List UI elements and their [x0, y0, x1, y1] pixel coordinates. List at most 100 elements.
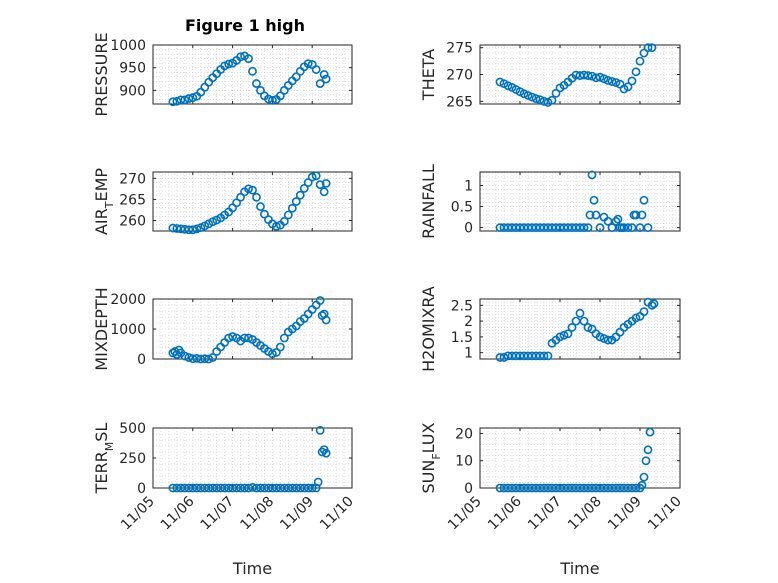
- data-point: [244, 54, 253, 64]
- y-tick-label: 0.5: [451, 200, 473, 216]
- subplot-2: 265 270 275 THETA: [419, 41, 681, 110]
- data-point: [495, 353, 505, 362]
- data-point: [603, 76, 613, 85]
- data-point: [244, 184, 253, 194]
- data-point: [311, 171, 321, 181]
- data-point: [315, 180, 325, 190]
- data-point: [527, 92, 537, 102]
- data-point: [315, 79, 325, 88]
- data-point: [567, 323, 577, 332]
- data-point: [180, 95, 190, 105]
- data-point: [539, 96, 549, 106]
- data-point: [176, 224, 186, 234]
- data-point: [637, 210, 647, 220]
- subplot-8: 0 10 20 11/05 11/06 11/07 11/08 11/09 11/10 Time S…: [419, 422, 685, 578]
- y-tick-label: 20: [455, 426, 473, 442]
- data-point: [313, 477, 323, 487]
- data-point: [589, 195, 599, 205]
- data-point: [499, 353, 509, 362]
- data-point: [299, 184, 309, 193]
- data-point: [248, 482, 257, 492]
- data-point: [579, 223, 589, 233]
- data-point: [583, 323, 593, 332]
- data-point: [319, 187, 329, 197]
- data-point: [643, 43, 653, 53]
- x-tick-label: 11/07: [198, 494, 238, 534]
- y-tick-label: 10: [455, 454, 473, 470]
- data-point: [613, 214, 623, 224]
- y-tick-label: 265: [446, 94, 473, 110]
- plot-background: [480, 172, 680, 231]
- axes-frame: [152, 44, 353, 105]
- data-point: [579, 316, 589, 326]
- data-point: [260, 209, 269, 219]
- data-point: [575, 308, 585, 318]
- x-tick-label: 11/10: [645, 494, 685, 534]
- data-point: [543, 351, 553, 361]
- y-tick-label: 0: [137, 481, 146, 497]
- data-point: [176, 95, 186, 105]
- x-tick-label: 11/06: [485, 493, 525, 533]
- x-tick-label: 11/08: [237, 494, 277, 534]
- data-point: [623, 223, 633, 233]
- data-point: [591, 210, 601, 220]
- data-point: [647, 43, 657, 53]
- y-tick-label: 265: [119, 192, 146, 208]
- data-point: [607, 77, 617, 86]
- data-point: [172, 96, 182, 106]
- data-point: [279, 333, 289, 343]
- data-point: [595, 223, 605, 233]
- data-point: [188, 93, 198, 103]
- data-point: [172, 224, 182, 233]
- data-point: [275, 342, 285, 352]
- data-point: [172, 350, 182, 359]
- y-tick-label: 1000: [110, 38, 146, 54]
- data-point: [539, 351, 549, 361]
- data-point: [637, 480, 647, 490]
- data-point: [611, 78, 621, 87]
- data-point: [603, 335, 613, 345]
- subplot-7: 0 250 500 11/05 11/06 11/07 11/08 11/09 11/10 Tim…: [92, 421, 357, 578]
- data-point: [523, 91, 533, 100]
- data-point: [188, 225, 198, 235]
- data-point: [631, 313, 641, 323]
- data-point: [291, 197, 301, 206]
- y-tick-label: 1000: [110, 322, 146, 338]
- y-tick-label: 2000: [110, 292, 146, 308]
- data-point: [319, 70, 329, 79]
- data-point: [563, 329, 573, 339]
- y-axis-label: MIXDEPTH: [92, 287, 111, 370]
- y-tick-label: 275: [446, 41, 473, 57]
- y-axis-label: H2OMIXRA: [419, 286, 438, 372]
- subplot-6: 11.522.5 H2OMIXRA: [419, 286, 681, 372]
- y-tick-label: 1: [464, 346, 473, 362]
- data-point: [184, 94, 194, 103]
- x-tick-label: 11/07: [525, 494, 565, 534]
- data-point: [583, 223, 593, 233]
- data-point: [317, 447, 327, 457]
- data-point: [321, 178, 331, 188]
- data-point: [283, 210, 293, 220]
- data-point: [631, 67, 641, 77]
- y-tick-label: 270: [446, 68, 473, 84]
- y-axis-label: PRESSURE: [92, 32, 111, 116]
- x-axis-label: Time: [232, 559, 272, 578]
- data-point: [236, 192, 245, 202]
- data-point: [635, 56, 645, 66]
- data-point: [503, 483, 513, 493]
- y-tick-label: 270: [119, 171, 146, 187]
- data-point: [192, 224, 202, 234]
- data-point: [208, 353, 218, 362]
- y-tick-label: 950: [119, 61, 146, 77]
- data-point: [585, 210, 595, 220]
- y-axis-label: THETA: [419, 49, 438, 101]
- y-tick-label: 1.5: [451, 330, 473, 346]
- y-tick-label: 260: [119, 213, 146, 229]
- data-point: [547, 95, 557, 105]
- y-axis-label: AIRTEMP: [92, 168, 116, 235]
- data-point: [196, 223, 206, 233]
- x-tick-label: 11/06: [158, 493, 198, 533]
- y-tick-label: 900: [119, 83, 146, 99]
